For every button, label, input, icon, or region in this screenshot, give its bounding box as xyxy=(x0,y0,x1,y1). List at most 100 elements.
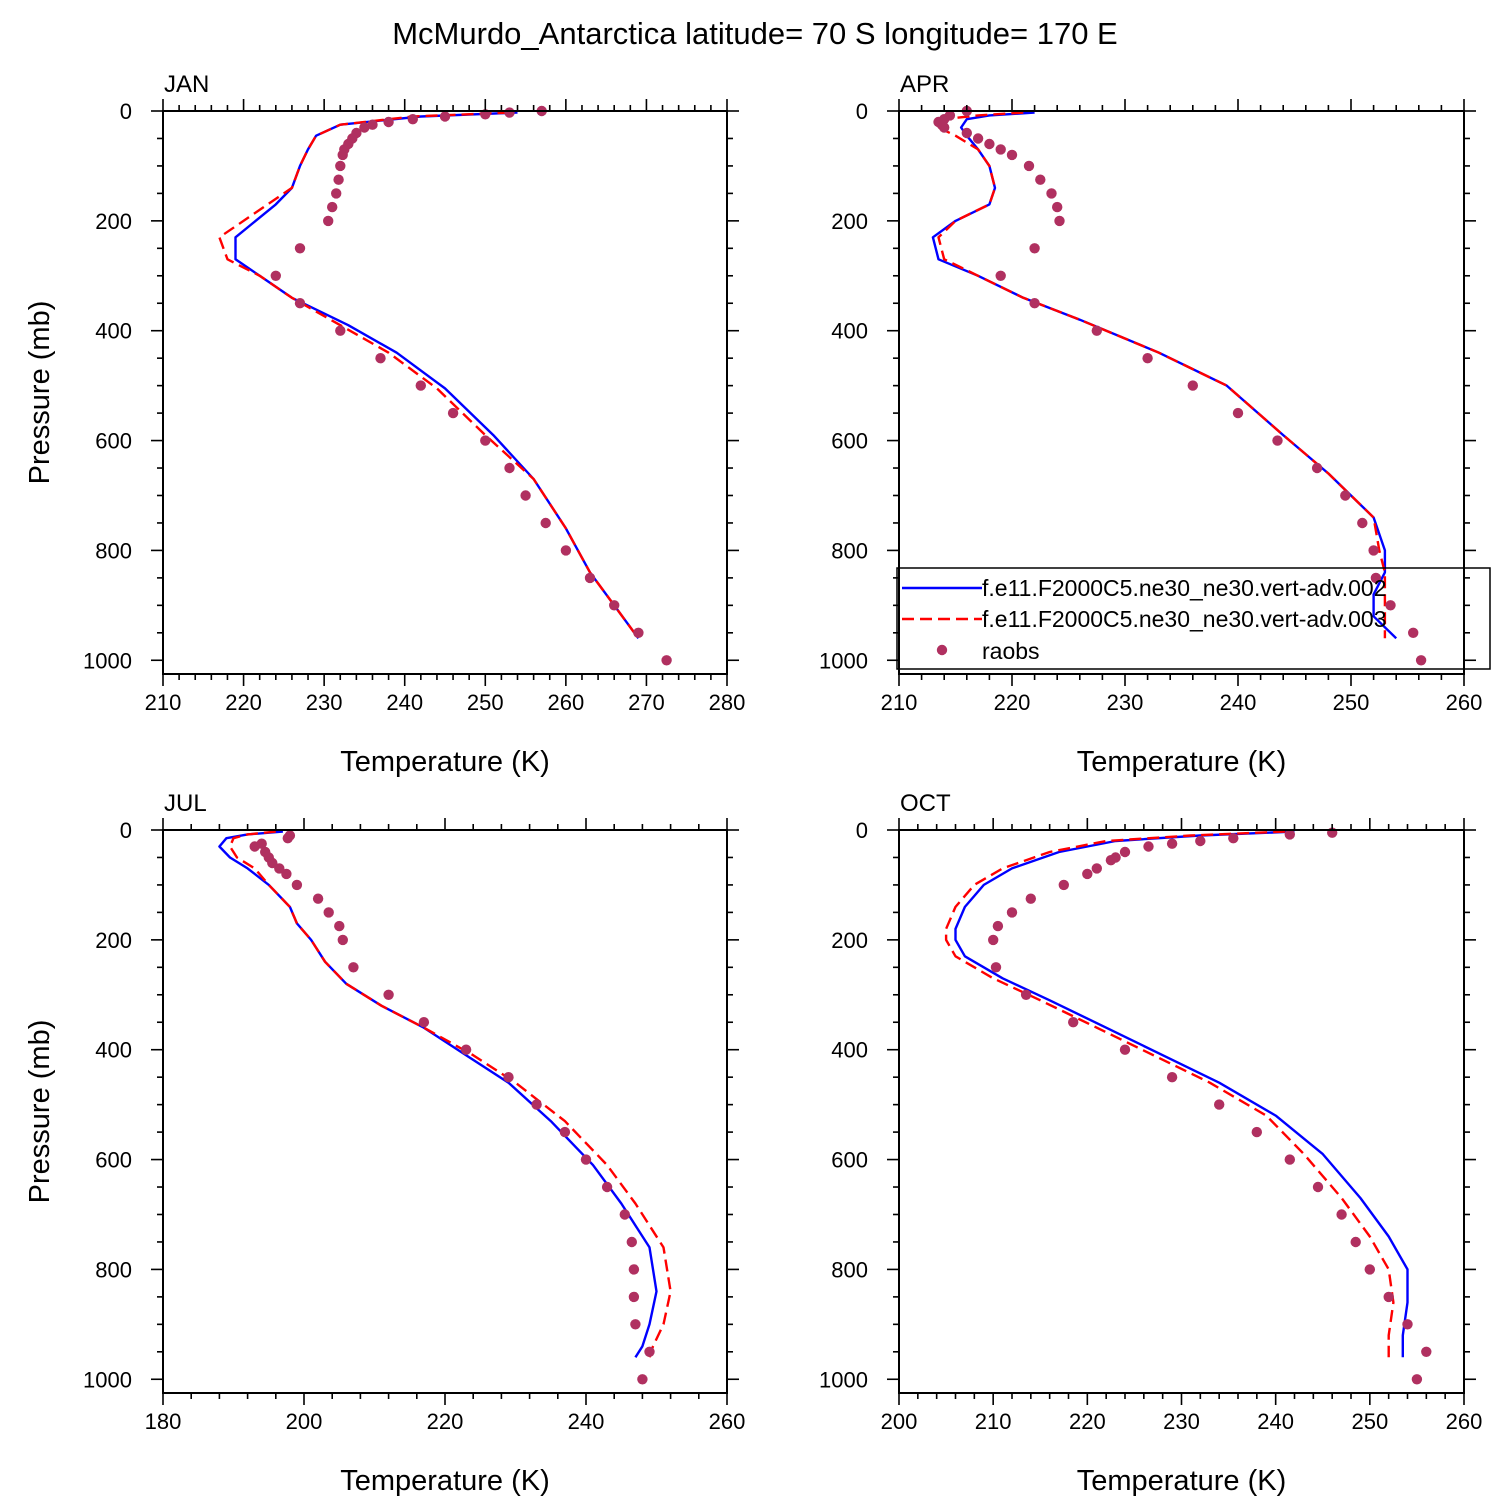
raobs-marker xyxy=(460,1044,472,1055)
x-axis-label: Temperature (K) xyxy=(340,746,550,778)
raobs-marker xyxy=(619,1209,630,1220)
raobs-marker xyxy=(1029,243,1040,254)
panel-jan: 210 220 230 240 250 260 270 280 0 200 400 600 800 100… xyxy=(24,71,745,778)
raobs-marker xyxy=(291,879,303,891)
raobs-marker xyxy=(504,462,515,474)
raobs-marker xyxy=(1068,1017,1079,1028)
x-tick-label: 250 xyxy=(1333,690,1370,715)
raobs-marker xyxy=(335,160,346,172)
raobs-marker xyxy=(1143,841,1154,852)
raobs-marker xyxy=(1091,863,1103,874)
raobs-marker xyxy=(1408,627,1419,638)
raobs-marker xyxy=(626,1236,637,1248)
raobs-marker xyxy=(281,868,292,880)
x-tick-label: 230 xyxy=(1163,1409,1200,1434)
y-tick-label: 0 xyxy=(856,99,868,124)
x-tick-label: 180 xyxy=(145,1409,182,1434)
legend-label: f.e11.F2000C5.ne30_ne30.vert-adv.003 xyxy=(982,606,1387,632)
x-tick-label: 220 xyxy=(427,1409,464,1434)
plot-frame xyxy=(898,829,1465,1394)
x-tick-label: 210 xyxy=(975,1409,1012,1434)
raobs-marker xyxy=(990,962,1002,973)
x-tick-label: 230 xyxy=(1107,690,1144,715)
raobs-marker xyxy=(383,989,394,1000)
raobs-marker xyxy=(274,863,285,874)
raobs-marker xyxy=(644,1346,655,1358)
raobs-marker xyxy=(323,215,334,227)
panel-label: OCT xyxy=(900,790,951,817)
y-tick-label: 800 xyxy=(831,1257,868,1282)
raobs-marker xyxy=(1105,855,1117,866)
raobs-marker xyxy=(633,627,644,638)
raobs-marker xyxy=(630,1319,641,1330)
raobs-marker xyxy=(327,201,338,213)
raobs-marker xyxy=(439,111,451,122)
legend-marker-raobs xyxy=(936,644,948,656)
series-line-003 xyxy=(228,830,672,1358)
raobs-marker xyxy=(560,545,572,556)
raobs-marker xyxy=(1368,545,1379,556)
raobs-marker xyxy=(939,122,950,133)
raobs-marker xyxy=(601,1181,613,1193)
y-tick-label: 600 xyxy=(95,429,132,454)
raobs-marker xyxy=(1370,572,1382,584)
raobs-marker xyxy=(961,127,972,139)
raobs-marker xyxy=(1383,1291,1394,1303)
raobs-marker xyxy=(609,600,620,611)
raobs-marker xyxy=(580,1154,592,1165)
panel-label: APR xyxy=(900,71,949,98)
legend-label: f.e11.F2000C5.ne30_ne30.vert-adv.002 xyxy=(982,575,1387,601)
raobs-marker xyxy=(995,270,1006,281)
raobs-marker xyxy=(1091,325,1103,336)
y-tick-label: 600 xyxy=(831,1148,868,1173)
raobs-marker xyxy=(1058,879,1070,891)
series-line-003 xyxy=(937,111,1387,639)
raobs-marker xyxy=(1284,829,1296,840)
y-tick-label: 400 xyxy=(831,319,868,344)
plot-frame xyxy=(162,829,728,1394)
x-axis-label: Temperature (K) xyxy=(340,1465,550,1497)
series-line-002 xyxy=(218,830,658,1358)
raobs-marker xyxy=(1006,907,1018,918)
panel-label: JAN xyxy=(164,71,209,98)
raobs-marker xyxy=(1082,868,1093,880)
raobs-marker xyxy=(1025,893,1037,904)
raobs-marker xyxy=(270,270,281,281)
raobs-marker xyxy=(1385,600,1396,611)
raobs-marker xyxy=(584,572,596,584)
series-line-002 xyxy=(954,830,1409,1358)
chart-title: McMurdo_Antarctica latitude= 70 S longit… xyxy=(392,16,1118,51)
x-axis-label: Temperature (K) xyxy=(1077,1465,1287,1497)
raobs-marker xyxy=(531,1099,542,1110)
raobs-marker xyxy=(267,857,278,869)
raobs-marker xyxy=(1006,149,1018,161)
y-tick-label: 200 xyxy=(831,928,868,953)
raobs-marker xyxy=(367,119,378,130)
raobs-marker xyxy=(1046,188,1057,199)
raobs-marker xyxy=(335,325,346,336)
raobs-marker xyxy=(1195,835,1206,847)
raobs-marker xyxy=(1119,1044,1131,1055)
x-tick-label: 210 xyxy=(881,690,918,715)
raobs-marker xyxy=(418,1017,430,1028)
x-tick-label: 260 xyxy=(1446,1409,1483,1434)
y-tick-label: 800 xyxy=(95,1257,132,1282)
raobs-marker xyxy=(1232,407,1244,419)
raobs-marker xyxy=(1228,833,1239,844)
raobs-marker xyxy=(447,407,459,419)
x-tick-label: 250 xyxy=(1351,1409,1388,1434)
y-tick-label: 0 xyxy=(856,818,868,843)
panel-apr: 210 220 230 240 250 260 0 200 400 600 800 1000 APR Te… xyxy=(819,71,1482,778)
x-tick-label: 240 xyxy=(1220,690,1257,715)
raobs-marker xyxy=(540,517,551,529)
raobs-marker xyxy=(312,893,324,904)
raobs-marker xyxy=(1029,298,1040,309)
raobs-marker xyxy=(294,243,306,254)
raobs-marker xyxy=(988,934,999,946)
raobs-marker xyxy=(1054,215,1065,227)
raobs-marker xyxy=(1421,1346,1432,1358)
raobs-marker xyxy=(282,833,293,844)
y-tick-label: 200 xyxy=(95,928,132,953)
panel-jul: 180 200 220 240 260 0 200 400 600 800 1000 JUL Tempe… xyxy=(24,790,745,1497)
